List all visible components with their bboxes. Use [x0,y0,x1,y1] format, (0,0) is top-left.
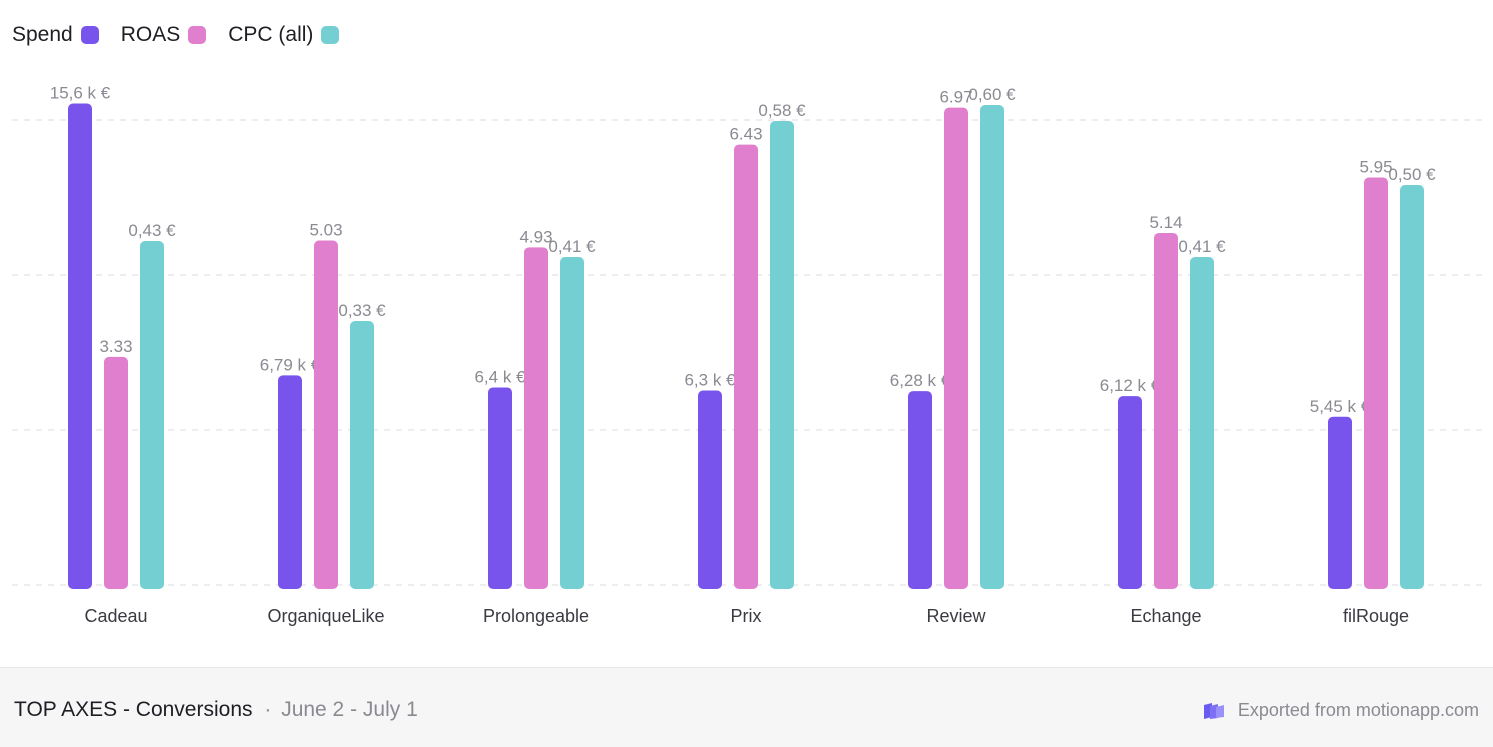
legend-label: ROAS [120,23,181,46]
data-label: 0,58 € [758,101,806,120]
data-label: 6,3 k € [684,371,736,390]
bar-roas [944,107,968,590]
export-text: Exported from motionapp.com [1237,700,1479,720]
data-label: 0,41 € [548,237,596,256]
bar-cpc-all [1190,257,1214,589]
data-label: 0,33 € [338,301,386,320]
category-label: Prolongeable [483,606,589,626]
bar-roas [734,144,758,589]
bar-roas [1364,177,1388,589]
bar-roas [104,356,128,589]
bar-roas [1154,232,1178,590]
bar-cpc-all [140,241,164,589]
legend-item-cpc[interactable]: CPC (all) [228,23,340,47]
bar-spend [908,391,932,589]
date-range: June 2 - July 1 [281,698,418,721]
legend-swatch [80,26,99,44]
data-label: 5.95 [1359,157,1392,176]
data-label: 0,43 € [128,221,176,240]
data-label: 6,28 k € [890,371,951,390]
bar-spend [68,103,92,589]
title-separator: · [264,698,272,721]
data-label: 6.43 [729,125,762,144]
export-credit[interactable]: Exported from motionapp.com [1202,700,1479,721]
data-label: 15,6 k € [50,84,111,103]
data-label: 5.14 [1149,213,1182,232]
legend-item-spend[interactable]: Spend [12,23,99,47]
bar-cpc-all [350,321,374,589]
bar-cpc-all [980,105,1004,589]
data-label: 6,4 k € [474,367,526,386]
chart-title: TOP AXES - Conversions [14,698,253,721]
data-label: 0,60 € [968,85,1016,104]
bar-cpc-all [560,257,584,589]
category-label: OrganiqueLike [267,606,384,626]
motion-logo-icon [1203,702,1224,719]
chart-footer: TOP AXES - Conversions · June 2 - July 1… [0,667,1493,747]
data-label: 0,41 € [1178,237,1226,256]
category-label: Review [926,606,986,626]
data-label: 5.03 [309,220,342,239]
data-label: 4.93 [519,227,552,246]
bar-chart: 15,6 k € 3.33 0,43 € Cadeau 6,79 k € 5.03 0,33… [12,84,1482,626]
data-label: 0,50 € [1388,165,1436,184]
category-label: filRouge [1343,606,1409,626]
bar-roas [524,247,548,589]
legend-swatch [188,26,207,44]
data-label: 5,45 k € [1310,397,1371,416]
legend-label: Spend [12,23,73,46]
bar-cpc-all [1400,185,1424,589]
bar-spend [1328,416,1352,589]
data-label: 3.33 [99,337,132,356]
data-label: 6,79 k € [260,355,321,374]
bar-spend [488,387,512,589]
category-label: Cadeau [84,606,147,626]
legend-label: CPC (all) [228,23,314,46]
data-label: 6.97 [939,88,972,107]
bar-roas [314,240,338,590]
data-label: 6,12 k € [1100,376,1161,395]
bar-cpc-all [770,121,794,589]
bar-spend [1118,396,1142,589]
category-label: Prix [731,606,762,626]
legend-item-roas[interactable]: ROAS [121,23,207,47]
bar-spend [698,390,722,589]
legend-swatch [321,26,340,44]
chart-legend: Spend ROAS CPC (all) [12,20,340,50]
bar-spend [278,375,302,589]
footer-title-block: TOP AXES - Conversions · June 2 - July 1 [14,698,418,722]
category-label: Echange [1130,606,1201,626]
